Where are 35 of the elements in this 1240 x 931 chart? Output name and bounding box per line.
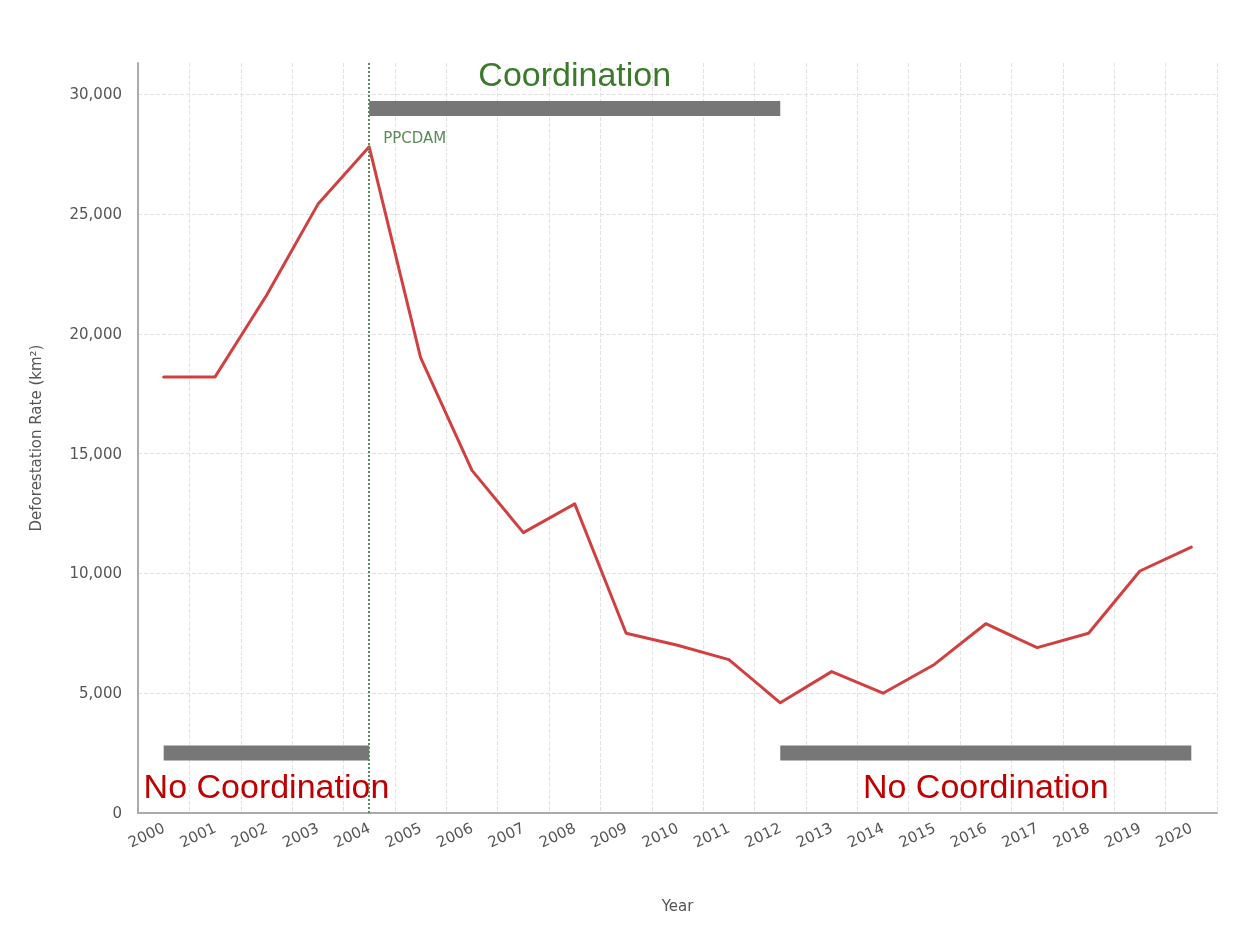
x-tick-label: 2000 (125, 818, 168, 852)
x-tick-label: 2017 (998, 818, 1041, 852)
x-tick-label: 2003 (279, 818, 322, 852)
x-tick-label: 2007 (484, 818, 528, 852)
annotation: No Coordination (862, 767, 1109, 806)
x-tick-label: 2001 (176, 818, 219, 852)
y-tick-label: 25,000 (69, 204, 122, 223)
x-tick-label: 2014 (844, 818, 887, 852)
x-tick-label: 2011 (690, 818, 733, 852)
x-tick-label: 2016 (947, 818, 990, 852)
x-tick-label: 2015 (896, 818, 939, 852)
x-tick-label: 2006 (433, 818, 476, 852)
x-tick-label: 2005 (382, 818, 425, 852)
x-tick-label: 2010 (639, 818, 682, 852)
x-tick-label: 2019 (1101, 818, 1144, 852)
y-tick-label: 5,000 (79, 684, 122, 703)
x-tick-label: 2008 (536, 818, 579, 852)
y-axis-title: Deforestation Rate (km²) (26, 344, 45, 532)
annotation: Coordination (478, 54, 672, 93)
x-tick-label: 2013 (793, 818, 836, 852)
y-tick-label: 20,000 (69, 324, 122, 343)
x-tick-label: 2004 (330, 818, 374, 852)
x-tick-label: 2018 (1050, 818, 1093, 852)
ref-line-label: PPCDAM (383, 129, 447, 147)
x-tick-label: 2012 (741, 818, 785, 852)
y-tick-label: 0 (112, 804, 122, 822)
y-tick-label: 10,000 (69, 564, 122, 583)
x-tick-label: 2002 (228, 818, 271, 852)
y-tick-label: 15,000 (69, 444, 122, 463)
x-tick-label: 2020 (1152, 818, 1196, 852)
annotation: No Coordination (143, 767, 390, 806)
x-tick-label: 2009 (587, 818, 630, 852)
x-axis-title: Year (660, 896, 695, 915)
line-series (162, 145, 1193, 705)
y-tick-label: 30,000 (69, 85, 122, 104)
